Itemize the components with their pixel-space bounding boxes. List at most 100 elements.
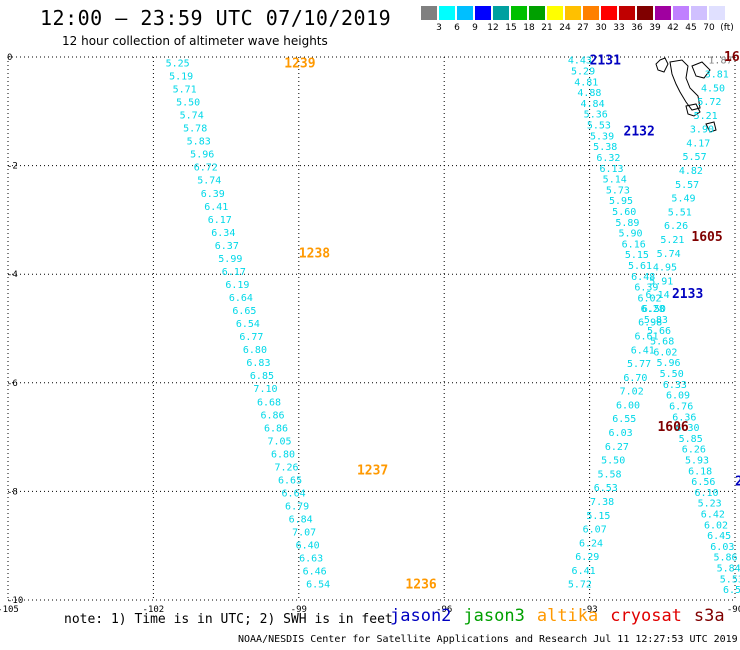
longitude-tick-label: -105 [0,605,19,615]
color-scale-label: 42 [667,23,679,33]
wave-height-value: 5.71 [173,84,197,95]
wave-height-value: 6.42 [701,510,725,521]
axis-labels: -105 -102 -99 -96 -93 -90 0 -2 -4 -6 -8 -10 [0,53,740,615]
longitude-tick-label: -93 [581,605,597,615]
map-title: 12:00 — 23:59 UTC 07/10/2019 [40,6,392,30]
wave-height-value: 5.84 [717,564,740,575]
color-swatch [511,6,527,20]
wave-height-value: 5.60 [612,207,636,218]
wave-height-value: 6.76 [669,401,693,412]
color-swatch [637,6,653,20]
wave-height-value: 6.86 [260,410,284,421]
color-scale-label: 9 [472,23,478,33]
wave-height-value: 6.50 [642,304,666,315]
wave-height-value: 5.83 [644,315,668,326]
wave-height-value: 6.14 [646,290,670,301]
color-swatch [655,6,671,20]
wave-height-value: 6.03 [609,428,633,439]
wave-height-value: 5.50 [660,369,684,380]
pass-number-label: 16 [724,50,740,65]
wave-height-value: 6.02 [704,520,728,531]
wave-height-value: 6.80 [271,449,295,460]
wave-height-value: 6.33 [663,380,687,391]
pass-number-label: 2133 [672,287,703,302]
legend-item-cryosat: cryosat [610,606,682,626]
wave-height-value: 5.74 [197,176,221,187]
wave-height-value: 6.39 [634,283,658,294]
wave-height-value: 4.81 [574,77,598,88]
wave-height-value: 5.74 [657,249,681,260]
color-scale-label: 15 [505,23,517,33]
island-outline [655,57,669,73]
wave-height-value: 5.29 [571,67,595,78]
wave-height-value: 3.90 [690,125,714,136]
wave-height-value: 5.57 [675,180,699,191]
wave-height-value: 6.41 [572,566,596,577]
wave-height-value: 4.88 [577,88,601,99]
wave-height-value: 6.17 [222,267,246,278]
color-scale-label: 12 [487,23,499,33]
wave-height-value: 4.84 [581,99,605,110]
wave-height-value: 6.64 [229,293,253,304]
wave-height-value: 6.07 [583,525,607,536]
color-swatch [475,6,491,20]
island-outline [691,61,711,79]
color-swatch [547,6,563,20]
map-subtitle: 12 hour collection of altimeter wave hei… [62,34,328,48]
color-scale-label: 70 [703,23,715,33]
satellite-legend: jason2 jason3 altika cryosat s3a [390,606,737,626]
wave-height-value: 5.86 [713,553,737,564]
wave-height-value: 7.05 [267,436,291,447]
wave-height-value: 6.19 [225,280,249,291]
wave-height-value: 6.56 [691,477,715,488]
wave-height-value: 6.29 [575,552,599,563]
pass-number-label: 2134 [735,475,740,490]
wave-height-value: 6.77 [239,332,263,343]
latitude-tick-label: 0 [7,53,12,63]
wave-height-value: 6.54 [236,319,260,330]
wave-height-value: 6.80 [243,345,267,356]
wave-height-value: 6.34 [211,228,235,239]
color-swatch [565,6,581,20]
wave-height-value: 5.99 [218,254,242,265]
wave-height-value: 5.36 [584,110,608,121]
wave-height-value: 6.27 [605,442,629,453]
wave-height-value: 5.19 [169,71,193,82]
wave-height-value: 6.85 [250,371,274,382]
wave-height-value: 6.51 [723,585,740,596]
wave-height-value: 6.68 [257,397,281,408]
wave-height-value: 5.58 [597,469,621,480]
wave-height-value: 5.51 [668,207,692,218]
wave-height-value: 6.09 [666,391,690,402]
pass-number-label: 1236 [405,578,436,593]
wave-height-value: 6.70 [623,373,647,384]
wave-height-value: 6.98 [638,318,662,329]
color-swatch [457,6,473,20]
wave-height-value: 6.48 [631,272,655,283]
wave-height-value: 5.68 [650,337,674,348]
wave-height-value: 6.26 [682,445,706,456]
color-scale-label: 24 [559,23,571,33]
wave-height-value: 6.79 [285,502,309,513]
color-scale-label: 39 [649,23,661,33]
wave-height-value: 6.18 [688,466,712,477]
color-scale-label: 36 [631,23,643,33]
color-swatch [673,6,689,20]
wave-height-value: 5.72 [568,580,592,591]
wave-height-value: 5.78 [183,124,207,135]
wave-height-value: 6.10 [694,488,718,499]
color-swatch [601,6,617,20]
island-outline [669,59,701,111]
wave-height-value: 5.57 [683,152,707,163]
legend-item-jason2: jason2 [390,606,452,626]
wave-height-value: 5.53 [587,121,611,132]
wave-height-value: 4.50 [701,83,725,94]
color-swatch [691,6,707,20]
pass-number-label: 1605 [691,230,722,245]
wave-height-value: 7.02 [620,387,644,398]
credit-line: NOAA/NESDIS Center for Satellite Applica… [238,634,738,645]
legend-item-altika: altika [536,606,599,626]
wave-height-value: 6.45 [707,531,731,542]
pass-number-label: 1238 [299,246,330,261]
